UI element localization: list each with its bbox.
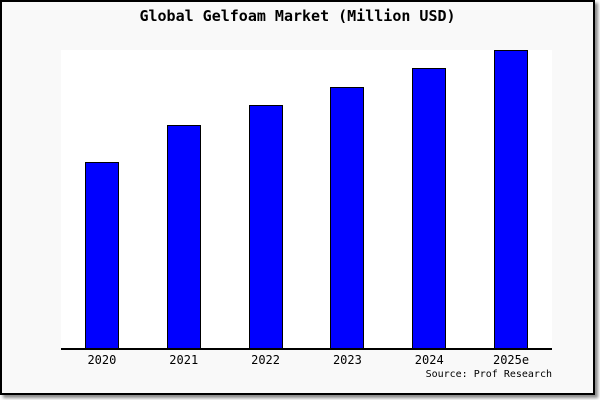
source-annotation: Source: Prof Research (425, 369, 552, 380)
bar (412, 67, 447, 348)
x-axis-tick-labels: 2020 2021 2022 2023 2024 2025e (61, 353, 552, 367)
bar (248, 105, 283, 348)
plot-area (61, 50, 552, 350)
bar (330, 87, 365, 348)
bar (166, 124, 201, 348)
bar (84, 161, 119, 348)
x-tick-label: 2023 (332, 353, 362, 367)
x-tick-label: 2024 (414, 353, 444, 367)
x-tick-label: 2021 (169, 353, 199, 367)
x-tick-label: 2025e (492, 353, 530, 367)
x-tick-label: 2022 (251, 353, 281, 367)
chart-title: Global Gelfoam Market (Million USD) (139, 7, 456, 25)
bar (494, 50, 529, 348)
x-tick-label: 2020 (87, 353, 117, 367)
